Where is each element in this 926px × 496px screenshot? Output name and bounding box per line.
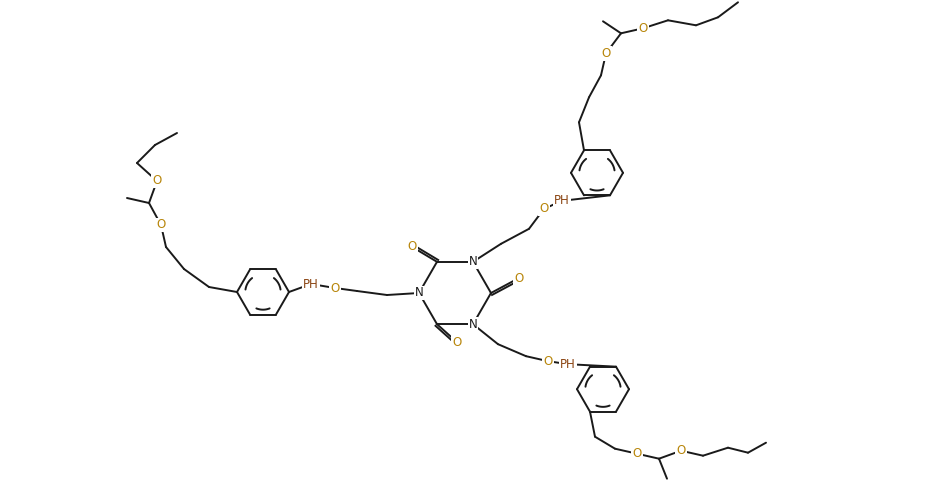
Text: PH: PH bbox=[560, 358, 576, 371]
Text: O: O bbox=[676, 444, 685, 457]
Text: O: O bbox=[544, 355, 553, 368]
Text: O: O bbox=[407, 241, 417, 253]
Text: N: N bbox=[469, 255, 478, 268]
Text: N: N bbox=[469, 317, 478, 331]
Text: O: O bbox=[331, 282, 340, 295]
Text: O: O bbox=[453, 336, 462, 349]
Text: N: N bbox=[415, 287, 423, 300]
Text: O: O bbox=[638, 22, 647, 35]
Text: O: O bbox=[153, 175, 162, 187]
Text: O: O bbox=[601, 47, 610, 60]
Text: PH: PH bbox=[554, 194, 569, 207]
Text: O: O bbox=[514, 271, 523, 285]
Text: PH: PH bbox=[303, 277, 319, 291]
Text: O: O bbox=[632, 447, 642, 460]
Text: O: O bbox=[539, 202, 548, 215]
Text: O: O bbox=[156, 219, 166, 232]
